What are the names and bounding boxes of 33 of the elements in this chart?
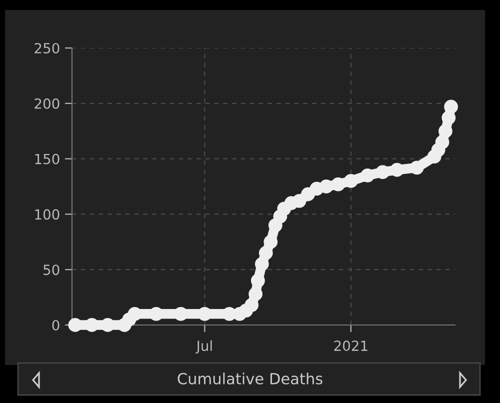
point — [68, 318, 82, 332]
point — [360, 168, 375, 182]
point — [435, 135, 450, 150]
point — [442, 110, 456, 125]
point — [390, 162, 404, 177]
point — [100, 318, 115, 332]
point — [438, 124, 452, 138]
point — [248, 287, 262, 301]
y-tick-label: 50 — [44, 264, 60, 276]
y-tick-label: 200 — [34, 98, 60, 109]
point — [84, 318, 99, 332]
point — [198, 306, 212, 321]
point — [254, 257, 269, 272]
point — [410, 160, 424, 175]
point — [149, 306, 164, 321]
point — [319, 180, 334, 194]
point — [444, 100, 458, 114]
x-tick-label: 2021 — [334, 340, 368, 352]
point — [331, 177, 346, 192]
x-tick-label: Jul — [196, 340, 212, 354]
point — [264, 234, 278, 249]
point — [250, 274, 265, 288]
y-tick-label: 0 — [52, 320, 60, 330]
point — [258, 246, 273, 260]
y-tick-label: 150 — [35, 154, 60, 164]
point — [344, 174, 358, 188]
y-tick-label: 250 — [34, 42, 60, 54]
point — [174, 306, 188, 321]
point — [244, 298, 259, 312]
text: Cumulative Deaths — [178, 372, 322, 384]
y-tick-label: 100 — [35, 209, 60, 220]
point — [128, 306, 142, 321]
point — [376, 165, 390, 180]
